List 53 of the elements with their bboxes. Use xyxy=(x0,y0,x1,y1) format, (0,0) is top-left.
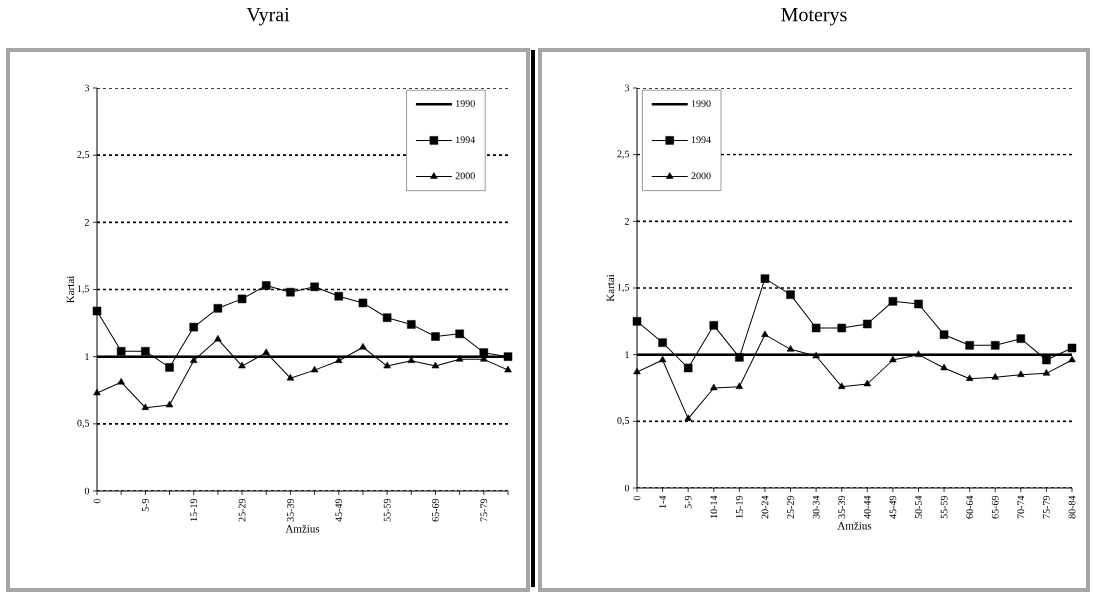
chart-title: Vyrai xyxy=(246,7,290,26)
legend-label: 1990 xyxy=(456,100,475,107)
y-tick-label: 0,5 xyxy=(77,419,90,428)
x-tick-label: 5-9 xyxy=(142,498,149,512)
y-tick-label: 1,5 xyxy=(617,283,630,293)
y-tick-label: 2 xyxy=(84,219,89,226)
y-tick-label: 3 xyxy=(624,84,630,92)
x-tick-label: 75-79 xyxy=(1043,495,1050,519)
x-tick-label: 65-69 xyxy=(432,498,439,522)
y-tick-label: 2,5 xyxy=(77,151,90,160)
x-tick-label: 60-64 xyxy=(966,495,974,519)
x-tick-label: 45-49 xyxy=(335,498,343,522)
y-tick-label: 1,5 xyxy=(77,285,90,294)
x-tick-label: 80-84 xyxy=(1068,495,1076,519)
x-tick-label: 25-29 xyxy=(787,495,794,519)
legend-label: 1994 xyxy=(456,136,476,144)
x-tick-label: 0 xyxy=(633,495,641,501)
legend-label: 1994 xyxy=(691,136,711,144)
x-axis-title: Amžius xyxy=(837,521,872,530)
x-tick-label: 30-34 xyxy=(812,495,820,519)
y-tick-label: 2,5 xyxy=(617,150,630,159)
y-tick-label: 1 xyxy=(625,351,629,358)
y-axis-title: Kartai xyxy=(606,274,615,302)
chart-title: Moterys xyxy=(781,8,847,26)
x-tick-label: 55-59 xyxy=(383,498,391,522)
x-tick-label: 5-9 xyxy=(684,495,692,509)
x-tick-label: 25-29 xyxy=(238,498,246,522)
x-tick-label: 50-54 xyxy=(915,495,922,519)
y-tick-label: 0 xyxy=(84,487,90,495)
y-axis-title: Kartai xyxy=(66,275,75,303)
x-tick-label: 65-69 xyxy=(991,495,999,519)
x-tick-label: 10-14 xyxy=(710,495,718,518)
x-tick-label: 45-49 xyxy=(889,495,897,519)
x-tick-label: 0 xyxy=(93,498,101,504)
x-axis-title: Amžius xyxy=(285,524,320,533)
x-tick-label: 1-4 xyxy=(659,495,666,508)
legend-label: 2000 xyxy=(455,172,475,180)
x-tick-label: 20-24 xyxy=(761,495,769,519)
x-tick-label: 70-74 xyxy=(1017,495,1025,519)
y-tick-label: 0,5 xyxy=(617,417,630,426)
legend-label: 2000 xyxy=(691,172,711,180)
x-tick-label: 35-39 xyxy=(838,495,846,519)
y-tick-label: 2 xyxy=(624,218,629,225)
x-tick-label: 35-39 xyxy=(287,498,294,522)
x-tick-label: 15-19 xyxy=(190,498,198,521)
x-tick-label: 40-44 xyxy=(863,495,871,519)
x-tick-label: 15-19 xyxy=(736,495,743,518)
y-tick-label: 1 xyxy=(85,353,89,360)
x-tick-label: 55-59 xyxy=(940,495,948,519)
x-tick-label: 75-79 xyxy=(480,498,488,522)
y-tick-label: 3 xyxy=(84,84,90,92)
y-tick-label: 0 xyxy=(624,484,630,492)
legend-label: 1990 xyxy=(691,100,711,107)
